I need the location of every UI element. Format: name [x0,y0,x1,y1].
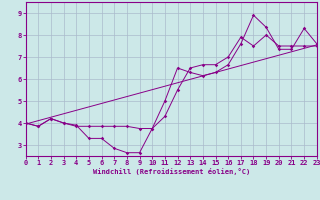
X-axis label: Windchill (Refroidissement éolien,°C): Windchill (Refroidissement éolien,°C) [92,168,250,175]
